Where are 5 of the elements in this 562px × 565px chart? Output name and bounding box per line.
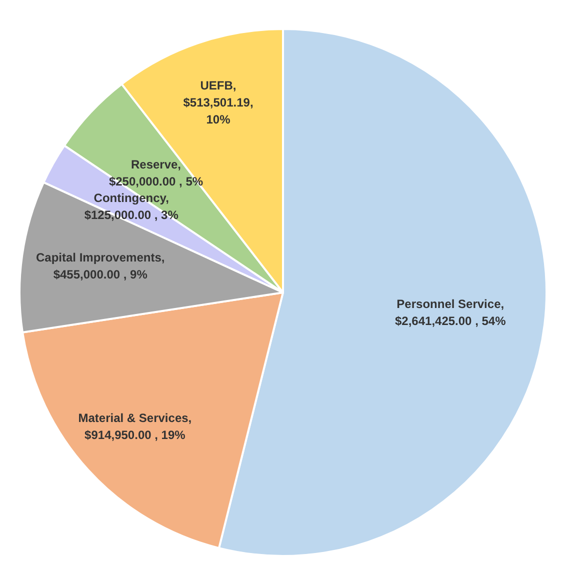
slice-label: Personnel Service, $2,641,425.00 , 54% <box>394 296 506 328</box>
slice-label: UEFB, $513,501.19, 10% <box>183 78 254 126</box>
slice-label: Material & Services, $914,950.00 , 19% <box>78 411 192 442</box>
slice-label: Contingency, $125,000.00 , 3% <box>84 191 179 222</box>
slice-label: Capital Improvements, $455,000.00 , 9% <box>36 250 165 282</box>
